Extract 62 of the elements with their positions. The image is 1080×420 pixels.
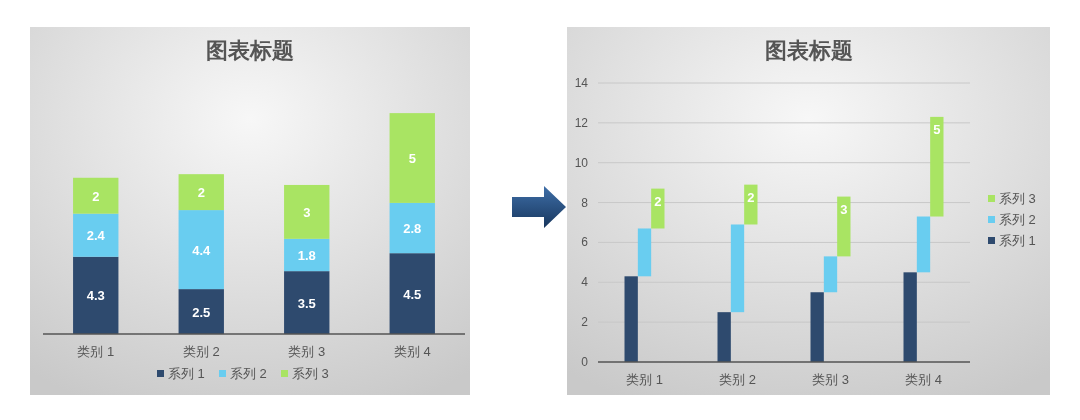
bar <box>637 228 652 277</box>
y-tick-label: 4 <box>581 275 589 290</box>
legend-label: 系列 1 <box>999 233 1036 248</box>
data-label: 2 <box>92 188 100 204</box>
data-label: 2 <box>654 193 662 209</box>
legend-label: 系列 1 <box>168 366 205 381</box>
bar <box>73 177 119 214</box>
x-tick-label: 类别 4 <box>905 372 942 387</box>
data-label: 2 <box>747 189 755 205</box>
data-label: 2.4 <box>86 228 106 244</box>
bar <box>178 289 224 334</box>
bar <box>837 196 851 257</box>
data-label: 2.5 <box>192 304 211 320</box>
data-label: 4.5 <box>403 286 422 302</box>
data-label: 2 <box>197 185 205 201</box>
data-label: 3.5 <box>297 295 316 311</box>
y-tick-label: 12 <box>574 115 589 130</box>
legend-label: 系列 2 <box>999 212 1036 227</box>
y-tick-label: 14 <box>574 76 589 90</box>
bar <box>810 292 824 362</box>
data-label: 3 <box>840 201 848 217</box>
x-tick-label: 类别 1 <box>626 372 663 387</box>
bar <box>624 276 638 362</box>
chart-title: 图表标题 <box>206 38 294 63</box>
x-tick-label: 类别 2 <box>719 372 756 387</box>
x-tick-label: 类别 3 <box>812 372 849 387</box>
bar <box>284 238 330 272</box>
bar <box>178 174 224 211</box>
x-tick-label: 类别 4 <box>393 344 431 359</box>
data-label: 1.8 <box>297 247 316 263</box>
bar <box>389 253 435 334</box>
legend-label: 系列 2 <box>230 366 267 381</box>
x-tick-label: 类别 3 <box>288 344 326 359</box>
data-label: 5 <box>933 121 941 137</box>
bar <box>284 271 330 334</box>
data-label: 4.4 <box>192 242 212 258</box>
bar <box>717 312 731 362</box>
y-tick-label: 2 <box>581 315 589 330</box>
chart-title: 图表标题 <box>764 38 853 63</box>
bar <box>730 224 745 313</box>
data-label: 5 <box>408 151 416 167</box>
bar <box>916 216 931 273</box>
y-tick-label: 8 <box>581 195 589 210</box>
data-label: 4.3 <box>86 288 105 304</box>
x-tick-label: 类别 1 <box>77 344 115 359</box>
bar <box>73 213 119 257</box>
bar <box>823 256 838 293</box>
data-label: 2.8 <box>403 221 422 237</box>
bar <box>930 116 944 217</box>
bar <box>178 210 224 290</box>
y-tick-label: 10 <box>574 155 589 170</box>
bar <box>73 256 119 334</box>
legend-label: 系列 3 <box>292 366 329 381</box>
y-tick-label: 6 <box>581 235 589 250</box>
data-label: 3 <box>303 204 311 220</box>
bar <box>389 113 435 203</box>
bar <box>284 184 330 239</box>
bar <box>389 202 435 254</box>
legend-label: 系列 3 <box>999 191 1036 206</box>
bar <box>903 272 917 362</box>
x-tick-label: 类别 2 <box>182 344 220 359</box>
y-tick-label: 0 <box>581 355 589 369</box>
